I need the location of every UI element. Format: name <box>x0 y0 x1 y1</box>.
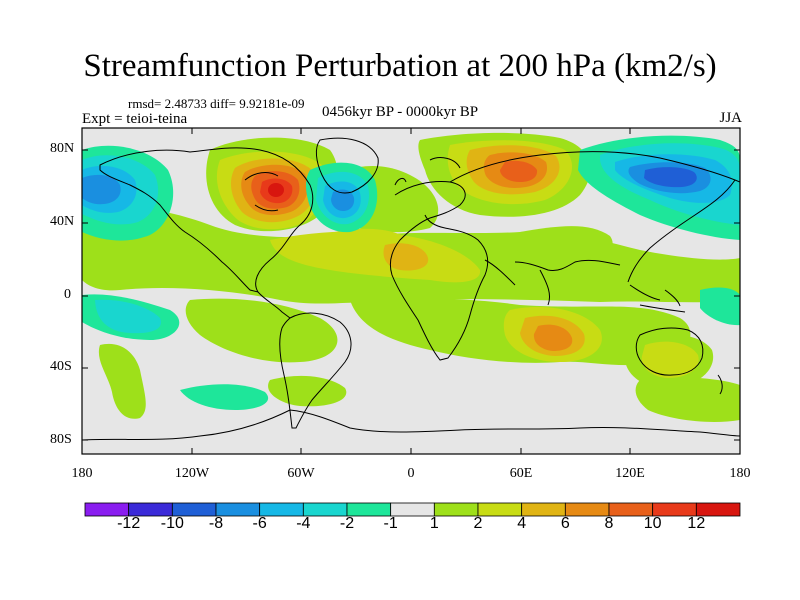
streamfunction-field <box>82 128 740 454</box>
colorbar-label: -8 <box>208 515 224 532</box>
colorbar-swatch <box>477 502 523 517</box>
lat-label-40n: 40N <box>50 214 75 229</box>
lat-label-80s: 80S <box>50 432 72 447</box>
lon-label-120e: 120E <box>615 466 645 481</box>
colorbar-label: 12 <box>687 515 706 532</box>
lon-label-60e: 60E <box>509 466 533 481</box>
colorbar-label: -6 <box>252 515 267 532</box>
colorbar-label: -10 <box>160 515 184 532</box>
colorbar-label: -4 <box>296 515 311 532</box>
colorbar-label: -2 <box>339 515 355 532</box>
period-label: 0456kyr BP - 0000kyr BP <box>322 104 479 120</box>
colorbar-swatch <box>521 502 566 517</box>
colorbar-label: 2 <box>473 515 483 532</box>
coastlines <box>82 137 740 441</box>
lat-ticks <box>82 149 740 441</box>
stats-text: rmsd= 2.48733 diff= 9.92181e-09 <box>128 96 305 111</box>
colorbar-label: 10 <box>643 515 662 532</box>
lat-label-0: 0 <box>64 287 71 302</box>
lon-label-180w: 180 <box>71 466 93 481</box>
lon-label-120w: 120W <box>174 466 210 481</box>
colorbar-swatch <box>695 502 741 517</box>
colorbar-label: -1 <box>383 515 398 532</box>
colorbar-label: 8 <box>604 515 614 532</box>
colorbar-label: 1 <box>429 515 439 532</box>
lon-label-60w: 60W <box>287 466 315 481</box>
colorbar-label: 6 <box>560 515 570 532</box>
lat-label-40s: 40S <box>50 359 72 374</box>
lon-label-180e: 180 <box>729 466 751 481</box>
colorbar-swatch <box>433 502 479 517</box>
lon-label-0: 0 <box>407 466 415 481</box>
colorbar-label: -12 <box>117 515 141 532</box>
season-label: JJA <box>719 110 742 126</box>
colorbar <box>84 502 741 517</box>
lon-ticks <box>81 128 741 454</box>
chart-title: Streamfunction Perturbation at 200 hPa (… <box>83 48 717 84</box>
experiment-label: Expt = teioi-teina <box>82 111 188 127</box>
lat-label-80n: 80N <box>50 141 75 156</box>
colorbar-label: 4 <box>517 515 527 532</box>
colorbar-swatch <box>564 502 610 517</box>
